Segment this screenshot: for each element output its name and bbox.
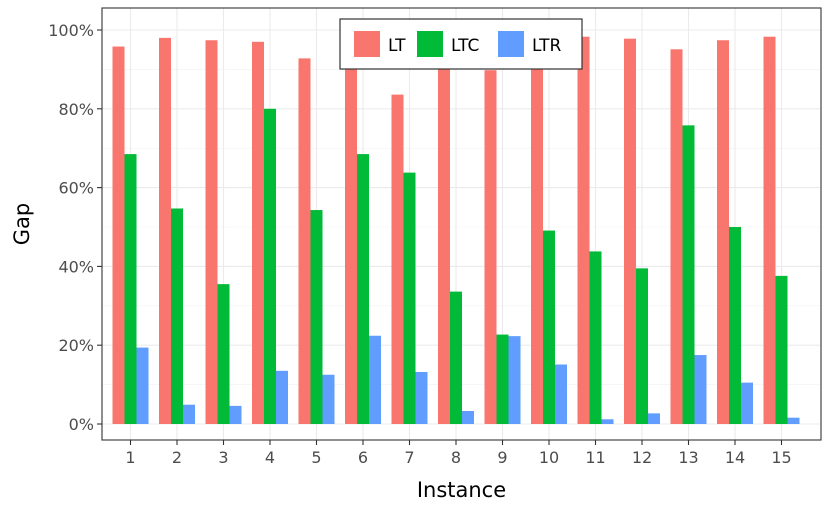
bar-ltr-6	[369, 335, 381, 424]
bar-ltr-5	[322, 374, 335, 424]
bar-ltc-7	[403, 172, 416, 424]
bar-ltc-9	[496, 334, 509, 424]
bar-ltr-7	[415, 371, 428, 424]
x-tick-label: 10	[539, 448, 559, 467]
y-tick-label: 60%	[58, 179, 94, 198]
x-tick-label: 5	[311, 448, 321, 467]
bar-ltc-8	[450, 291, 462, 424]
bar-lt-7	[391, 94, 404, 424]
bars	[112, 36, 800, 425]
bar-ltc-11	[589, 251, 602, 424]
y-axis-ticks: 0% 20% 40% 60% 80% 100%	[48, 21, 102, 434]
legend-label-ltc: LTC	[451, 36, 479, 56]
x-tick-label: 12	[632, 448, 652, 467]
bar-lt-10	[531, 47, 543, 424]
bar-lt-5	[298, 58, 311, 424]
bar-ltr-12	[648, 413, 660, 424]
bar-ltc-2	[171, 208, 183, 424]
bar-ltc-12	[636, 268, 648, 424]
y-tick-label: 0%	[69, 415, 94, 434]
bar-ltr-1	[136, 347, 149, 424]
bar-ltc-1	[124, 154, 137, 425]
bar-lt-13	[670, 49, 683, 424]
bar-ltr-14	[741, 382, 753, 424]
x-tick-label: 6	[358, 448, 368, 467]
bar-ltr-15	[787, 417, 800, 424]
bar-ltr-8	[462, 410, 474, 424]
x-tick-label: 2	[172, 448, 182, 467]
legend-box	[339, 18, 583, 70]
bar-lt-1	[112, 46, 125, 424]
y-tick-label: 20%	[58, 336, 94, 355]
bar-lt-9	[484, 70, 497, 425]
x-tick-label: 1	[125, 448, 135, 467]
bar-ltc-5	[310, 210, 323, 424]
bar-ltr-10	[555, 364, 567, 424]
bar-ltc-15	[775, 275, 788, 424]
legend-label-ltr: LTR	[532, 36, 562, 56]
bar-ltc-3	[217, 284, 230, 424]
bar-lt-2	[159, 37, 171, 424]
bar-lt-3	[205, 40, 218, 425]
bar-ltc-6	[357, 154, 369, 425]
x-tick-label: 11	[585, 448, 605, 467]
x-tick-label: 4	[265, 448, 275, 467]
bar-ltc-10	[543, 230, 555, 424]
bar-ltc-13	[682, 125, 695, 425]
bar-ltr-4	[276, 370, 288, 424]
legend-key-lt	[354, 31, 380, 57]
x-tick-label: 14	[725, 448, 745, 467]
y-tick-label: 100%	[48, 21, 94, 40]
legend-label-lt: LT	[388, 36, 406, 56]
bar-lt-11	[577, 36, 590, 425]
x-tick-label: 9	[497, 448, 507, 467]
plot-border	[101, 7, 822, 441]
x-tick-label: 7	[404, 448, 414, 467]
bar-ltr-3	[229, 405, 242, 424]
x-axis-ticks: 1 2 3 4 5 6 7 8 9 10 11 12 13 14 15	[125, 440, 792, 467]
bar-ltr-11	[601, 419, 614, 424]
y-tick-label: 80%	[58, 100, 94, 119]
x-tick-label: 15	[771, 448, 791, 467]
x-axis-title: Instance	[417, 478, 506, 502]
bar-ltr-9	[508, 336, 521, 424]
legend-key-ltc	[417, 31, 443, 57]
legend-key-ltr	[498, 31, 524, 57]
y-tick-label: 40%	[58, 257, 94, 276]
x-tick-label: 13	[678, 448, 698, 467]
bar-ltr-13	[694, 355, 707, 424]
bar-lt-6	[345, 44, 357, 425]
x-tick-label: 8	[451, 448, 461, 467]
bar-lt-14	[717, 40, 729, 425]
bar-ltc-4	[264, 108, 276, 425]
bar-ltr-2	[183, 404, 195, 424]
bar-lt-15	[763, 36, 776, 425]
x-tick-label: 3	[218, 448, 228, 467]
bar-lt-4	[252, 41, 264, 424]
y-axis-title: Gap	[10, 203, 34, 245]
legend: LT LTC LTR	[339, 18, 583, 70]
bar-lt-12	[624, 38, 636, 424]
bar-ltc-14	[729, 227, 741, 424]
bar-lt-8	[438, 47, 450, 424]
